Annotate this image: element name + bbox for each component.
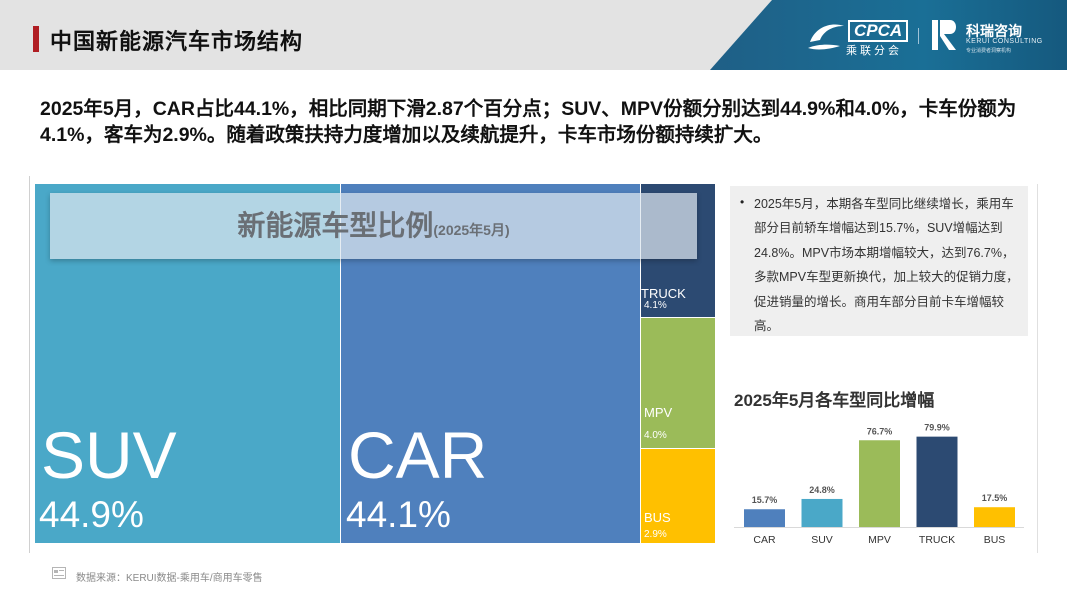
- treemap-cell-bus: BUS 2.9%: [641, 449, 716, 544]
- bar-value-label-suv: 24.8%: [809, 485, 835, 495]
- cpca-swoosh-icon: [808, 24, 844, 50]
- kerui-logo-tag: 专业消费者洞察机构: [966, 48, 1012, 54]
- treemap-title-sub: (2025年5月): [433, 222, 510, 238]
- bar-value-label-truck: 79.9%: [924, 423, 950, 433]
- kerui-logo-icon: [932, 20, 956, 50]
- treemap-label-bus: BUS: [644, 510, 671, 525]
- bar-chart-title: 2025年5月各车型同比增幅: [734, 391, 935, 410]
- treemap-value-truck: 4.1%: [644, 300, 667, 311]
- bar-value-label-car: 15.7%: [752, 495, 778, 505]
- commentary-box: • 2025年5月，本期各车型同比继续增长，乘用车部分目前轿车增幅达到15.7%…: [730, 186, 1028, 336]
- treemap-cell-mpv: MPV 4.0%: [641, 318, 716, 449]
- data-source-icon: [52, 567, 66, 579]
- bar-truck: [916, 436, 958, 527]
- treemap-value-suv: 44.9%: [39, 494, 144, 535]
- bar-bus: [974, 507, 1015, 527]
- commentary-text: 2025年5月，本期各车型同比继续增长，乘用车部分目前轿车增幅达到15.7%，S…: [754, 197, 1019, 334]
- bar-value-label-bus: 17.5%: [982, 493, 1008, 503]
- bar-category-label-mpv: MPV: [868, 534, 891, 546]
- cpca-logo-sub: 乘联分会: [846, 45, 902, 57]
- treemap-label-car: CAR: [348, 418, 488, 492]
- left-divider: [29, 176, 30, 553]
- bar-category-label-truck: TRUCK: [919, 534, 955, 546]
- commentary-bullet: •: [740, 195, 745, 209]
- treemap-label-truck: TRUCK: [641, 286, 686, 301]
- bar-mpv: [859, 440, 900, 527]
- treemap-title-main: 新能源车型比例: [237, 210, 434, 241]
- growth-bar-chart: 15.7% CAR 24.8% SUV 76.7% MPV 79.9% TRUCK 17.5% B…: [734, 423, 1024, 546]
- treemap-title: 新能源车型比例(2025年5月): [50, 193, 697, 259]
- header-accent-bar: [33, 26, 39, 52]
- data-source-note: 数据来源：KERUI数据-乘用车/商用车零售: [76, 573, 263, 584]
- right-divider: [1037, 184, 1038, 553]
- treemap-title-box: 新能源车型比例(2025年5月): [50, 193, 697, 259]
- treemap-value-car: 44.1%: [346, 494, 451, 535]
- kerui-logo-en: KERUI CONSULTING: [966, 38, 1043, 45]
- treemap-value-mpv: 4.0%: [644, 430, 667, 441]
- treemap-value-bus: 2.9%: [644, 529, 667, 540]
- logo-banner: [710, 0, 1067, 70]
- headline-summary: 2025年5月，CAR占比44.1%，相比同期下滑2.87个百分点；SUV、MP…: [40, 98, 1017, 146]
- bar-category-label-car: CAR: [753, 534, 776, 546]
- bar-category-label-suv: SUV: [811, 534, 833, 546]
- cpca-logo: CPCA: [848, 20, 909, 42]
- treemap-label-suv: SUV: [41, 418, 177, 492]
- logo-divider: [918, 28, 919, 44]
- treemap-label-mpv: MPV: [644, 405, 673, 420]
- page-title: 中国新能源汽车市场结构: [50, 29, 304, 54]
- bar-category-label-bus: BUS: [984, 534, 1006, 546]
- bar-suv: [801, 498, 843, 527]
- bar-value-label-mpv: 76.7%: [867, 426, 893, 436]
- bar-car: [744, 509, 785, 527]
- kerui-logo-name: 科瑞咨询: [966, 23, 1022, 39]
